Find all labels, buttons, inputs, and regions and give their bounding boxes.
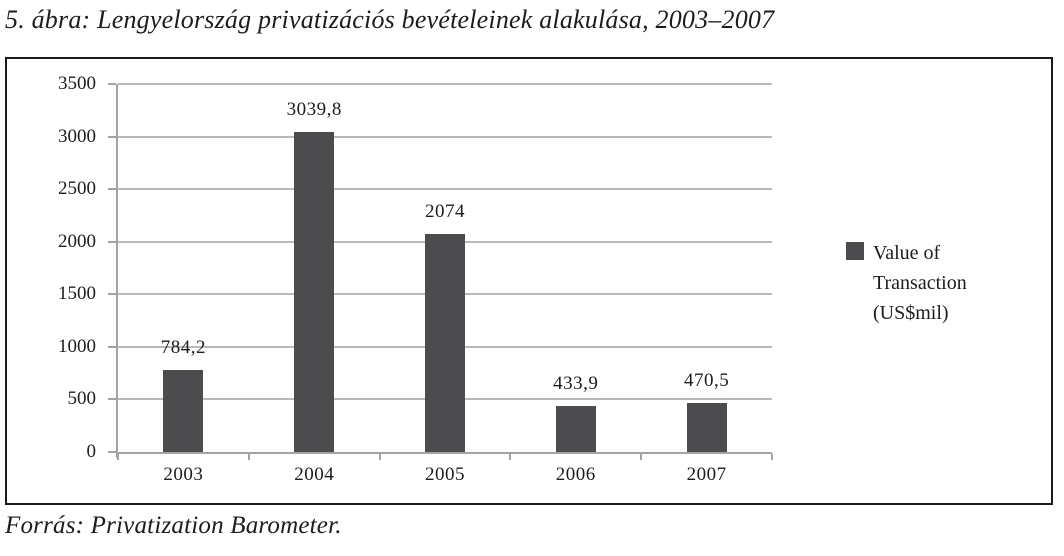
- y-axis-label: 2500: [58, 178, 96, 200]
- x-axis-tick: [117, 454, 119, 460]
- y-axis-label: 1000: [58, 335, 96, 357]
- bar-value-label: 470,5: [683, 369, 730, 391]
- bar-value-label: 2074: [425, 200, 465, 222]
- gridline: [118, 188, 772, 191]
- figure-source: Forrás: Privatization Barometer.: [5, 512, 342, 539]
- legend: Value of Transaction (US$mil): [846, 238, 997, 328]
- y-axis-tick: [108, 135, 116, 138]
- y-axis-label: 500: [67, 388, 97, 410]
- x-axis-line: [116, 452, 772, 454]
- x-axis-tick: [640, 454, 643, 460]
- y-axis-tick: [108, 83, 116, 85]
- legend-label: Value of Transaction (US$mil): [873, 242, 967, 324]
- x-axis-label: 2004: [294, 464, 335, 485]
- x-axis-tick: [771, 454, 773, 460]
- y-axis-tick: [108, 451, 116, 453]
- x-axis-tick: [247, 454, 250, 460]
- bar: [294, 132, 335, 452]
- x-axis-label: 2003: [163, 464, 204, 485]
- bar: [686, 402, 727, 452]
- bar: [425, 233, 465, 452]
- legend-swatch: [846, 242, 864, 260]
- gridline: [118, 135, 772, 138]
- bar: [555, 406, 596, 452]
- x-axis-tick: [509, 454, 512, 460]
- y-axis-label: 0: [86, 441, 97, 462]
- y-axis-tick: [108, 240, 116, 243]
- y-axis-tick: [108, 293, 116, 296]
- x-axis-label: 2007: [686, 464, 727, 485]
- y-axis-line: [116, 84, 118, 458]
- y-axis-label: 2000: [58, 230, 96, 252]
- y-axis-label: 1500: [58, 283, 96, 305]
- chart-frame: 0 500 1000 1500 2000 2500 3000 3500 784,2 2003 303…: [5, 57, 1053, 505]
- x-axis-label: 2006: [555, 464, 596, 485]
- gridline: [118, 83, 772, 85]
- figure-title: 5. ábra: Lengyelország privatizációs bev…: [5, 5, 775, 34]
- plot-area: 0 500 1000 1500 2000 2500 3000 3500 784,2 2003 303…: [58, 74, 773, 485]
- y-axis-tick: [108, 345, 116, 348]
- bar-value-label: 433,9: [553, 373, 599, 395]
- y-axis-tick: [108, 188, 116, 191]
- y-axis-tick: [108, 398, 116, 401]
- bar: [163, 369, 204, 452]
- y-axis-label: 3500: [58, 73, 96, 94]
- x-axis-tick: [378, 454, 381, 460]
- x-axis-label: 2005: [425, 464, 465, 485]
- y-axis-label: 3000: [58, 125, 96, 147]
- bar-value-label: 784,2: [160, 336, 207, 358]
- bar-value-label: 3039,8: [286, 99, 342, 121]
